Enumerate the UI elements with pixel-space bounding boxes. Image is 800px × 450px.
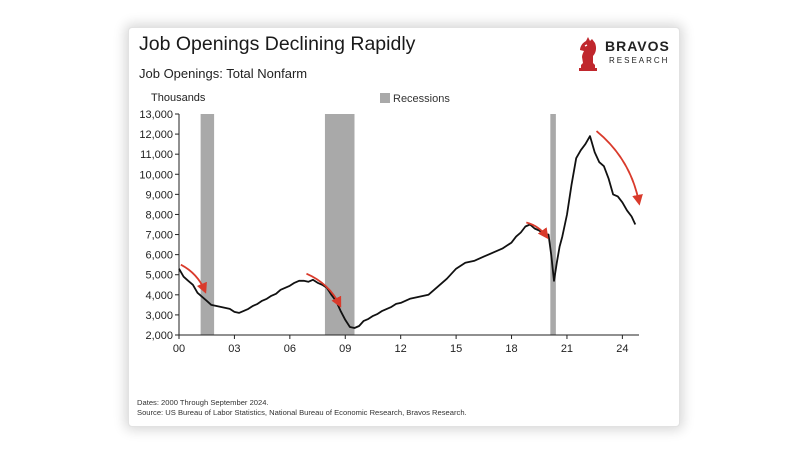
footnote-dates: Dates: 2000 Through September 2024. <box>137 398 269 407</box>
x-tick-label: 00 <box>173 343 185 355</box>
decline-arrow-3 <box>526 221 549 240</box>
y-tick-label: 8,000 <box>145 209 173 221</box>
decline-arrow-1 <box>180 263 207 294</box>
y-tick-label: 3,000 <box>145 310 173 322</box>
y-tick-label: 9,000 <box>145 189 173 201</box>
line-chart: 2,000 3,000 4,000 5,000 6,000 7,000 8,000 9,000… <box>139 92 643 355</box>
y-tick-label: 7,000 <box>145 230 173 242</box>
y-tick-label: 10,000 <box>139 169 173 181</box>
brand-name: BRAVOS <box>605 38 670 54</box>
y-tick-label: 5,000 <box>145 270 173 282</box>
recession-band-2 <box>324 114 355 335</box>
x-tick-label: 06 <box>284 343 296 355</box>
y-tick-label: 6,000 <box>145 250 173 262</box>
recession-band-1 <box>200 114 215 335</box>
y-tick-label: 4,000 <box>145 290 173 302</box>
chart-title: Job Openings Declining Rapidly <box>139 33 416 55</box>
y-tick-label: 2,000 <box>145 330 173 342</box>
x-tick-label: 15 <box>450 343 462 355</box>
x-tick-label: 24 <box>616 343 628 355</box>
recession-band-3 <box>550 114 556 335</box>
y-tick-label: 12,000 <box>139 129 173 141</box>
brand-tagline: RESEARCH <box>609 56 670 65</box>
legend-swatch <box>380 93 390 103</box>
x-tick-label: 18 <box>505 343 517 355</box>
x-tick-label: 12 <box>395 343 407 355</box>
knight-chess-piece-icon <box>579 37 597 71</box>
x-tick-label: 09 <box>339 343 351 355</box>
series-line-1 <box>178 135 637 329</box>
x-tick-label: 03 <box>228 343 240 355</box>
brand-logo: BRAVOS RESEARCH <box>575 34 670 74</box>
y-axis-label: Thousands <box>151 92 206 104</box>
legend-label: Recessions <box>393 93 450 105</box>
footnote-source: Source: US Bureau of Labor Statistics, N… <box>137 408 467 417</box>
chart-card: Job Openings Declining Rapidly Job Openi… <box>128 27 680 427</box>
chart-subtitle: Job Openings: Total Nonfarm <box>139 66 308 81</box>
y-tick-label: 11,000 <box>140 149 173 161</box>
y-tick-label: 13,000 <box>139 109 173 121</box>
x-tick-label: 21 <box>561 343 573 355</box>
decline-arrow-2 <box>306 272 342 308</box>
decline-arrow-4 <box>595 130 643 206</box>
